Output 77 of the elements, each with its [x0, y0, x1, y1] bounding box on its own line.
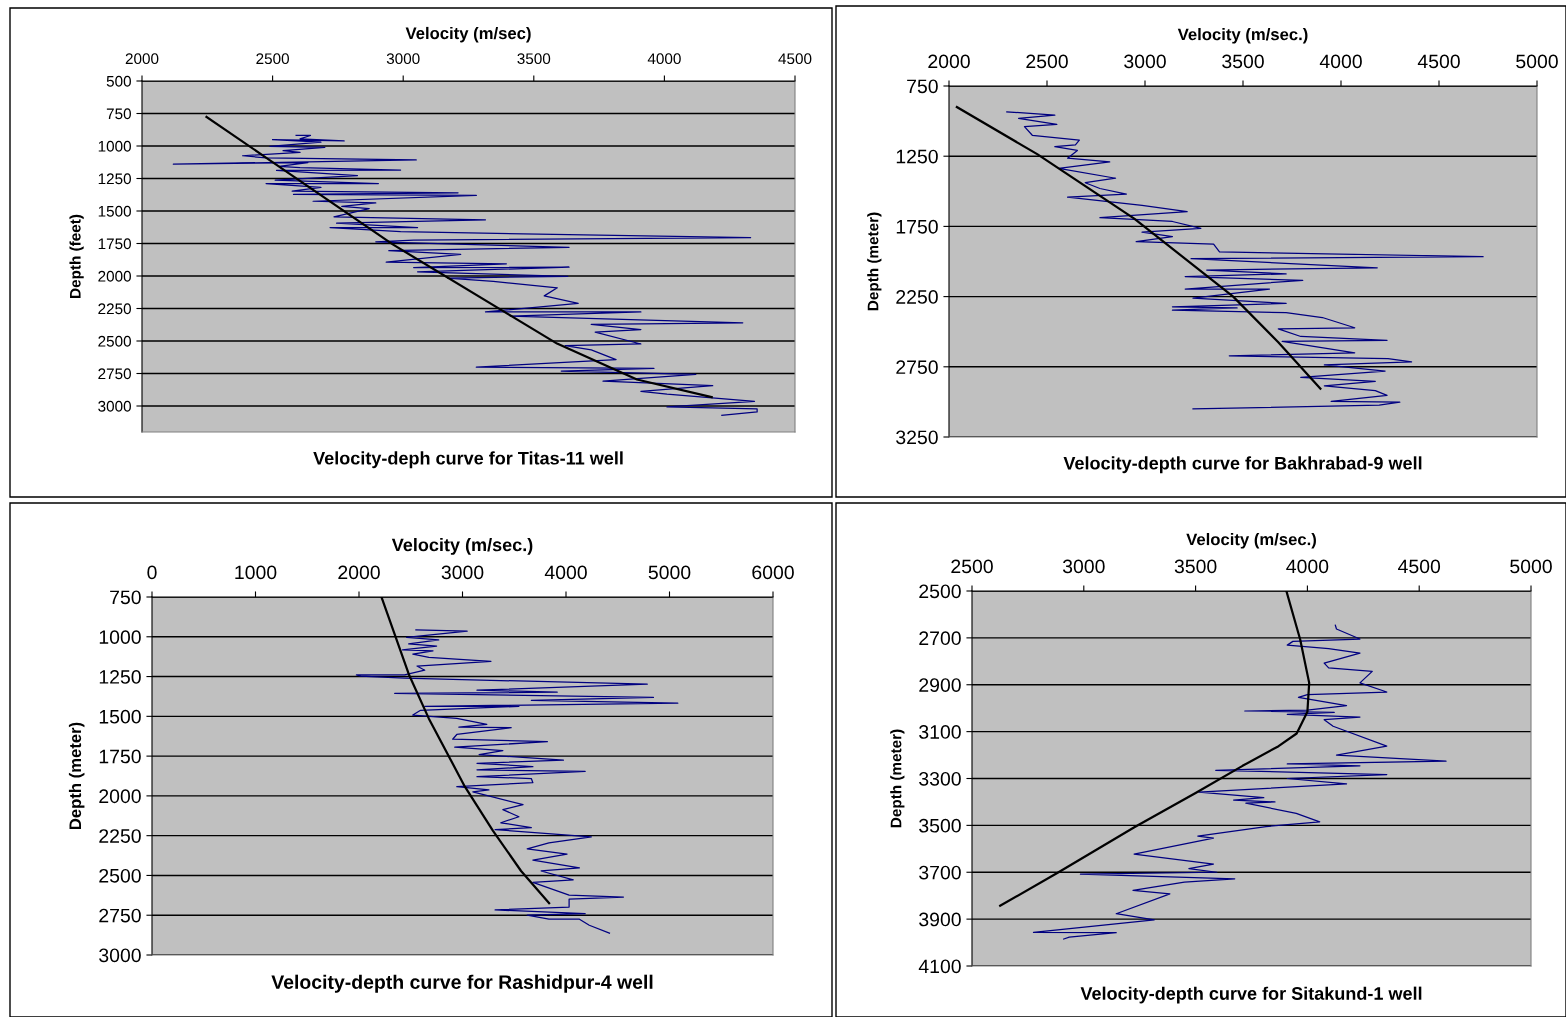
y-tick-label: 1750: [98, 238, 131, 250]
y-tick-label: 3900: [919, 912, 961, 927]
x-tick-label: 5000: [1516, 54, 1558, 69]
x-tick-label: 2500: [256, 53, 289, 65]
y-tick-label: 2500: [919, 584, 961, 599]
y-tick-label: 3250: [896, 430, 938, 445]
y-tick-label: 4100: [918, 959, 961, 974]
x-axis-title: Velocity (m/sec.): [1186, 533, 1316, 549]
y-tick-label: 2000: [99, 789, 141, 804]
y-tick-label: 2750: [98, 368, 131, 380]
line-series: [1032, 624, 1447, 940]
x-tick-label: 3000: [1124, 54, 1166, 69]
line-series: [172, 134, 758, 416]
y-tick-label: 2000: [98, 270, 131, 282]
x-tick-label: 4000: [544, 565, 587, 580]
x-tick-label: 4000: [647, 53, 681, 65]
x-axis-title: Velocity (m/sec): [405, 26, 531, 43]
y-tick-label: 750: [106, 108, 131, 120]
text: Velocity-depth curve for Rashidpur-4 well: [271, 974, 653, 993]
y-tick-label: 2500: [98, 335, 131, 347]
y-tick-label: 2750: [896, 360, 938, 375]
y-tick-label: 2250: [99, 829, 141, 843]
x-tick-label: 0: [147, 565, 157, 580]
x-tick-label: 3500: [1222, 54, 1264, 69]
y-tick-label: 1000: [98, 140, 131, 152]
x-tick-label: 4000: [1319, 54, 1362, 69]
y-tick-label: 1500: [99, 709, 141, 724]
y-tick-label: 3000: [99, 948, 141, 963]
y-tick-label: 2700: [919, 631, 961, 646]
y-tick-label: 3300: [919, 771, 961, 786]
text: Velocity-deph curve for Titas-11 well: [313, 451, 623, 469]
x-tick-label: 3000: [386, 53, 420, 65]
x-tick-label: 2500: [1026, 54, 1068, 69]
x-axis-title: Velocity (m/sec.): [391, 538, 533, 555]
x-tick-label: 4500: [1398, 559, 1441, 574]
x-tick-label: 6000: [752, 565, 794, 580]
y-tick-label: 2250: [896, 290, 938, 304]
x-tick-label: 4500: [778, 53, 812, 65]
y-tick-label: 3100: [919, 725, 961, 739]
x-tick-label: 3000: [441, 565, 484, 580]
y-axis-title: Depth (meter): [890, 729, 905, 828]
x-tick-label: 3500: [517, 53, 551, 65]
y-tick-label: 1000: [99, 630, 141, 645]
x-tick-label: 3000: [1062, 559, 1105, 574]
y-tick-label: 1250: [98, 173, 131, 185]
x-tick-label: 4000: [1286, 559, 1329, 574]
y-tick-label: 750: [110, 590, 141, 605]
x-tick-label: 4500: [1417, 54, 1460, 69]
y-axis-title: Depth (feet): [69, 214, 84, 298]
y-tick-label: 750: [907, 79, 938, 94]
x-tick-label: 5000: [648, 565, 691, 580]
y-tick-label: 2750: [99, 908, 141, 923]
x-tick-label: 1000: [235, 565, 277, 580]
x-tick-label: 3500: [1174, 559, 1217, 574]
y-axis-title: Depth (meter): [68, 722, 85, 830]
y-tick-label: 500: [106, 75, 131, 87]
x-tick-label: 2000: [338, 565, 380, 580]
line-series: [1006, 111, 1484, 410]
text: Velocity-depth curve for Bakhrabad-9 well: [1063, 456, 1422, 474]
y-tick-label: 1500: [98, 205, 131, 217]
y-tick-label: 2250: [98, 303, 131, 315]
y-tick-label: 2900: [919, 678, 961, 692]
text: Velocity-depth curve for Sitakund-1 well: [1080, 986, 1422, 1004]
y-tick-label: 1250: [99, 670, 141, 684]
x-tick-label: 2000: [125, 53, 159, 65]
y-tick-label: 1750: [99, 749, 141, 764]
y-tick-label: 2500: [99, 868, 141, 883]
x-axis-title: Velocity (m/sec.): [1177, 28, 1308, 44]
line-series: [355, 629, 679, 934]
x-tick-label: 2500: [951, 559, 993, 574]
y-tick-label: 1250: [896, 149, 938, 164]
y-axis-title: Depth (meter): [867, 212, 882, 311]
y-tick-label: 3000: [98, 400, 131, 412]
y-tick-label: 3700: [919, 865, 961, 880]
x-tick-label: 5000: [1510, 559, 1552, 574]
y-tick-label: 1750: [896, 219, 938, 234]
y-tick-label: 3500: [919, 818, 961, 833]
